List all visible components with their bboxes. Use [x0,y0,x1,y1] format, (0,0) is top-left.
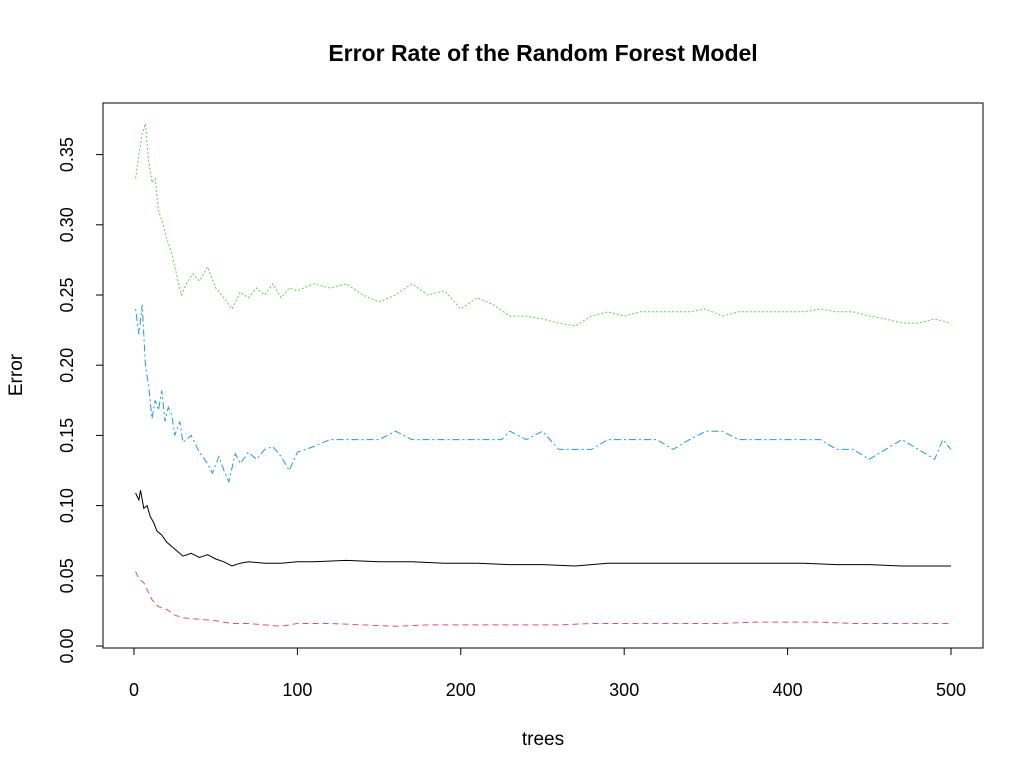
x-tick-label: 100 [282,680,312,700]
y-axis: 0.00 0.05 0.10 0.15 0.20 0.25 0.30 0.35 [57,137,104,664]
y-tick-label: 0.10 [57,488,77,523]
y-tick-label: 0.20 [57,348,77,383]
y-tick-label: 0.05 [57,558,77,593]
y-tick-label: 0.00 [57,628,77,663]
y-tick-label: 0.25 [57,277,77,312]
series-line-0 [135,571,951,627]
x-tick-label: 300 [609,680,639,700]
x-tick-label: 500 [936,680,966,700]
series-line-2 [135,304,952,484]
x-tick-label: 0 [129,680,139,700]
y-axis-label: Error [6,353,27,396]
y-tick-label: 0.30 [57,207,77,242]
chart-title: Error Rate of the Random Forest Model [328,40,757,66]
series-layer [135,123,952,627]
series-line-1 [135,490,951,567]
plot-frame [102,102,984,649]
x-axis: 0 100 200 300 400 500 [129,647,966,700]
x-tick-label: 200 [446,680,476,700]
y-tick-label: 0.15 [57,418,77,453]
x-axis-label: trees [522,729,564,750]
y-tick-label: 0.35 [57,137,77,172]
series-line-3 [135,123,952,327]
x-tick-label: 400 [773,680,803,700]
